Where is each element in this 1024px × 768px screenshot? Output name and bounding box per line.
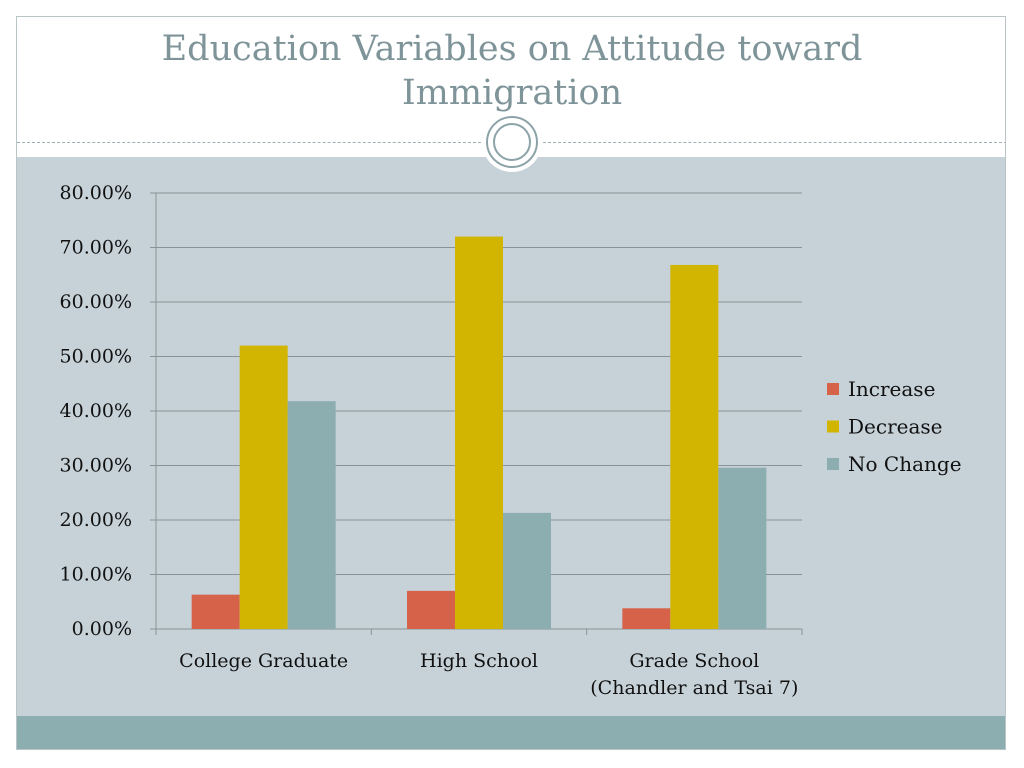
legend-swatch (827, 383, 839, 395)
y-tick-label: 20.00% (60, 509, 132, 531)
bar-decrease (239, 345, 288, 629)
y-tick-label: 50.00% (60, 346, 132, 368)
bar-no-change (718, 467, 767, 629)
bar-decrease (455, 236, 503, 629)
legend-label: Increase (848, 377, 935, 401)
bar-no-change (287, 401, 336, 629)
x-category-label: Grade School (629, 650, 759, 672)
ornament-inner-ring (493, 123, 531, 161)
y-tick-label: 30.00% (60, 455, 132, 477)
x-category-label: High School (420, 650, 538, 672)
bar-no-change (503, 512, 551, 629)
legend-label: No Change (848, 452, 962, 476)
y-tick-label: 60.00% (60, 291, 132, 313)
title-line-1: Education Variables on Attitude toward (161, 29, 863, 69)
y-tick-label: 10.00% (60, 564, 132, 586)
y-tick-label: 40.00% (60, 400, 132, 422)
ornament-outer-ring (486, 116, 538, 168)
bar-decrease (670, 264, 719, 629)
legend-label: Decrease (848, 415, 943, 439)
footer-band (17, 716, 1005, 749)
circle-ornament-icon (482, 112, 542, 172)
legend-swatch (827, 458, 839, 470)
bar-increase (191, 594, 240, 629)
legend-swatch (827, 420, 839, 433)
x-category-label: College Graduate (179, 650, 348, 672)
y-tick-label: 80.00% (60, 182, 132, 204)
slide-title: Education Variables on Attitude toward I… (17, 27, 1005, 115)
x-category-label: (Chandler and Tsai 7) (590, 677, 798, 699)
bar-increase (407, 590, 455, 629)
y-tick-label: 0.00% (72, 618, 132, 640)
bar-increase (622, 608, 671, 629)
y-tick-label: 70.00% (60, 237, 132, 259)
title-line-2: Immigration (401, 73, 623, 113)
